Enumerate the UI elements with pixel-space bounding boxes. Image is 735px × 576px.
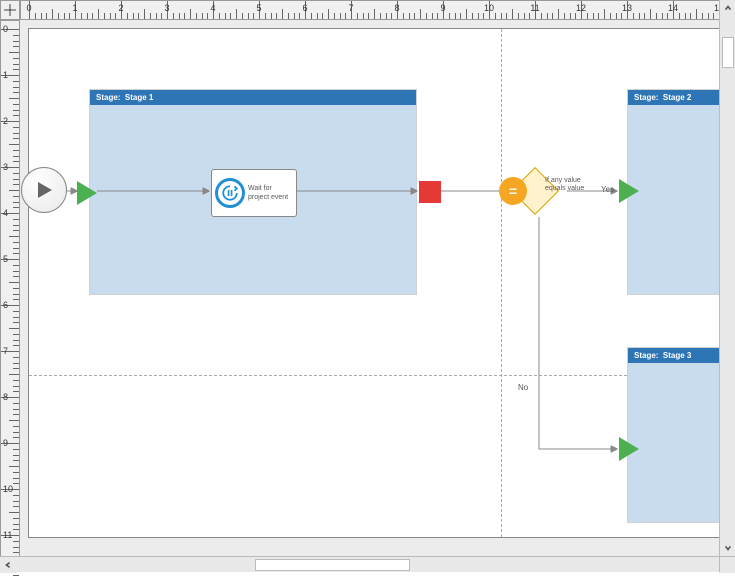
guide-horizontal[interactable] [29, 375, 719, 376]
stage-1-header: Stage: Stage 1 [90, 90, 416, 105]
stop-node[interactable] [419, 181, 441, 203]
scroll-track-h[interactable] [16, 557, 719, 573]
decision-label: If any value equals value [545, 177, 585, 193]
play-icon [34, 180, 54, 200]
scroll-up-button[interactable] [720, 0, 735, 16]
no-label: No [518, 383, 528, 392]
scrollbar-horizontal[interactable] [0, 556, 735, 572]
pause-loop-icon [215, 178, 245, 208]
task-wait-project-event[interactable]: Wait for project event [211, 169, 297, 217]
stage-2-name: Stage 2 [663, 93, 691, 102]
scroll-left-button[interactable] [0, 557, 16, 573]
ruler-crosshair [0, 0, 20, 20]
stage-2-prefix: Stage: [634, 93, 658, 102]
scroll-down-button[interactable] [720, 540, 735, 556]
guide-vertical[interactable] [501, 29, 502, 537]
stage3-entry-arrow[interactable] [619, 437, 639, 461]
decision-node[interactable]: = If any value equals value [511, 167, 601, 215]
stage-3[interactable]: Stage: Stage 3 [627, 347, 719, 523]
stage-3-prefix: Stage: [634, 351, 658, 360]
start-node[interactable] [21, 167, 67, 213]
stage-1-name: Stage 1 [125, 93, 153, 102]
page: Stage: Stage 1 Stage: Stage 2 Stage: Sta… [28, 28, 719, 538]
scroll-thumb-h[interactable] [255, 559, 410, 571]
stage1-entry-arrow[interactable] [77, 181, 97, 205]
scroll-thumb-v[interactable] [722, 37, 734, 68]
equals-glyph: = [509, 183, 517, 199]
stage-1-prefix: Stage: [96, 93, 120, 102]
stage-3-header: Stage: Stage 3 [628, 348, 719, 363]
stage-3-name: Stage 3 [663, 351, 691, 360]
scroll-track-v[interactable] [720, 16, 735, 540]
equals-icon: = [499, 177, 527, 205]
stage-2[interactable]: Stage: Stage 2 [627, 89, 719, 295]
stage2-entry-arrow[interactable] [619, 179, 639, 203]
canvas[interactable]: Stage: Stage 1 Stage: Stage 2 Stage: Sta… [20, 20, 719, 556]
stage-2-header: Stage: Stage 2 [628, 90, 719, 105]
yes-label: Yes [601, 185, 614, 194]
task-label: Wait for project event [245, 184, 293, 202]
ruler-horizontal: 0123456789101112131415 [20, 0, 719, 20]
scrollbar-vertical[interactable] [719, 0, 735, 556]
ruler-vertical: 01234567891011 [0, 20, 20, 556]
scrollbar-corner [719, 556, 735, 572]
